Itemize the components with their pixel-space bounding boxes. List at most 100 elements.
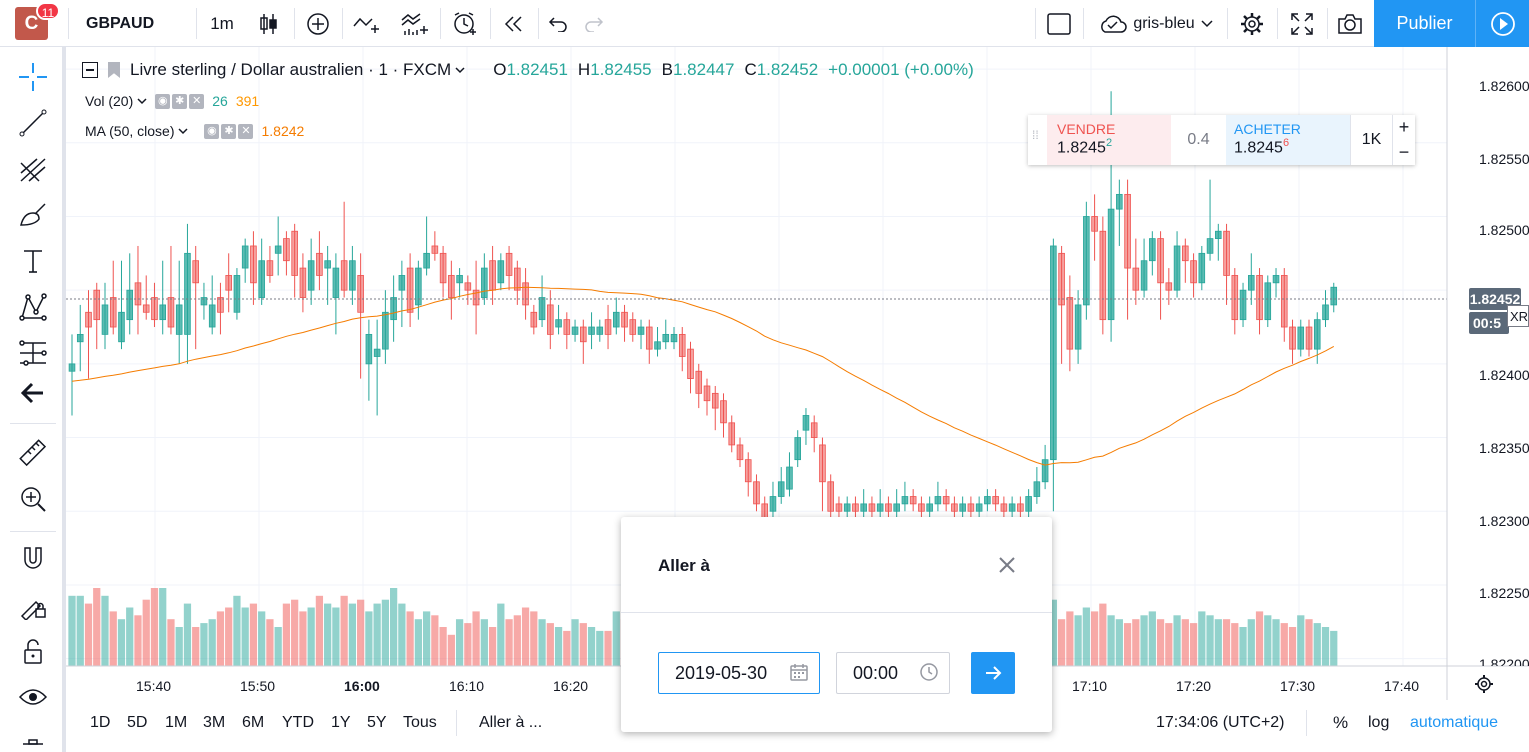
eye-toggle-icon[interactable]: ◉ [204, 123, 220, 139]
range-1y[interactable]: 1Y [331, 714, 351, 731]
series-title[interactable]: Livre sterling / Dollar australien · 1 ·… [130, 60, 452, 79]
time-label: 17:40 [1384, 678, 1420, 694]
volume-label[interactable]: Vol (20) [85, 93, 134, 109]
play-button[interactable] [1475, 0, 1529, 47]
goto-button[interactable]: Aller à ... [479, 714, 543, 731]
volume-bar [68, 595, 76, 666]
time-label: 17:30 [1280, 678, 1316, 694]
candle-body [1289, 326, 1296, 350]
volume-bar [530, 611, 538, 666]
candle-body [283, 238, 290, 262]
volume-bar [546, 623, 554, 666]
close-icon[interactable]: ✕ [238, 123, 254, 139]
candle-body [456, 275, 463, 284]
range-5y[interactable]: 5Y [367, 714, 387, 731]
gear-icon[interactable]: ✱ [172, 93, 188, 109]
range-all[interactable]: Tous [403, 714, 437, 731]
candle-body [1215, 230, 1222, 239]
candle-body [612, 311, 620, 328]
measure-range-icon[interactable] [13, 333, 53, 373]
percent-toggle[interactable]: % [1333, 713, 1349, 732]
range-3m[interactable]: 3M [203, 714, 226, 731]
pitchfork-icon[interactable] [13, 149, 53, 189]
settings-gear-icon[interactable] [1474, 674, 1494, 694]
volume-bar [1107, 615, 1115, 666]
buy-button[interactable]: ACHETER 1.82456 [1226, 115, 1350, 165]
sell-button[interactable]: VENDRE 1.82452 [1047, 115, 1171, 165]
range-ytd[interactable]: YTD [282, 714, 314, 731]
interval-button[interactable]: 1m [197, 0, 247, 47]
layout-theme-dropdown[interactable]: gris-bleu [1085, 0, 1225, 47]
volume-bar [1222, 619, 1231, 666]
candles-style-icon[interactable] [248, 0, 290, 47]
undo-icon[interactable] [540, 0, 576, 47]
clock-display[interactable]: 17:34:06 (UTC+2) [1156, 714, 1285, 731]
gear-icon[interactable]: ✱ [221, 123, 237, 139]
compare-plus-icon[interactable] [296, 0, 340, 47]
redo-icon[interactable] [576, 0, 612, 47]
range-5d[interactable]: 5D [127, 714, 148, 731]
text-tool-icon[interactable] [13, 241, 53, 281]
alert-clock-icon[interactable] [442, 0, 488, 47]
volume-bar [414, 619, 422, 666]
range-1d[interactable]: 1D [90, 714, 111, 731]
volume-bar [249, 603, 258, 666]
eye-icon[interactable] [13, 677, 53, 717]
go-button[interactable] [971, 652, 1015, 694]
candle-body [497, 260, 505, 284]
volume-bar [571, 619, 579, 666]
candle-body [827, 481, 834, 512]
trend-line-icon[interactable] [13, 103, 53, 143]
quantity-value[interactable]: 1K [1350, 115, 1392, 165]
brush-icon[interactable] [13, 195, 53, 235]
close-icon[interactable] [995, 553, 1019, 577]
range-1m[interactable]: 1M [165, 714, 188, 731]
indicators-icon[interactable] [344, 0, 390, 47]
volume-bar [554, 627, 563, 666]
auto-toggle[interactable]: automatique [1410, 714, 1499, 731]
volume-bar [167, 619, 175, 666]
quantity-minus-button[interactable]: − [1392, 140, 1415, 165]
goto-dialog: Aller à [621, 517, 1052, 732]
log-toggle[interactable]: log [1368, 714, 1390, 731]
collapse-icon[interactable] [82, 62, 98, 78]
clock-icon[interactable] [919, 662, 939, 682]
zoom-in-icon[interactable] [13, 479, 53, 519]
fullscreen-icon[interactable] [1279, 0, 1325, 47]
trash-icon[interactable] [13, 737, 53, 752]
calendar-icon[interactable] [789, 662, 809, 682]
quantity-plus-button[interactable]: + [1392, 115, 1415, 140]
symbol-search-button[interactable]: GBPAUD [70, 0, 196, 47]
flag-icon[interactable] [108, 62, 120, 78]
candle-body [1190, 260, 1197, 284]
pattern-icon[interactable] [13, 287, 53, 327]
ohlc-high: H1.82455 [577, 60, 652, 79]
ma-label[interactable]: MA (50, close) [85, 123, 175, 139]
volume-bar [587, 627, 596, 666]
candle-body [1107, 208, 1115, 321]
layout-square-icon[interactable] [1037, 0, 1081, 47]
close-icon[interactable]: ✕ [189, 93, 205, 109]
lock-drawing-icon[interactable] [13, 585, 53, 625]
candle-body [1149, 238, 1156, 262]
unlock-icon[interactable] [13, 631, 53, 671]
ruler-icon[interactable] [13, 433, 53, 473]
volume-bar [1082, 607, 1090, 666]
settings-icon[interactable] [1229, 0, 1275, 47]
crosshair-icon[interactable] [13, 57, 53, 97]
volume-bar [1198, 611, 1206, 666]
countdown-badge: 00:5 [1469, 312, 1509, 334]
camera-icon[interactable] [1329, 0, 1371, 47]
candle-body [1198, 252, 1206, 284]
financials-icon[interactable] [392, 0, 438, 47]
range-6m[interactable]: 6M [242, 714, 265, 731]
drag-handle-icon[interactable]: ⁞⁞ [1032, 128, 1039, 142]
time-label: 17:10 [1072, 678, 1108, 694]
replay-rewind-icon[interactable] [492, 0, 536, 47]
eye-toggle-icon[interactable]: ◉ [155, 93, 171, 109]
date-input[interactable] [658, 652, 820, 694]
candle-body [258, 260, 265, 298]
publish-button[interactable]: Publier [1374, 0, 1475, 47]
magnet-icon[interactable] [13, 539, 53, 579]
back-arrow-icon[interactable] [13, 373, 53, 413]
